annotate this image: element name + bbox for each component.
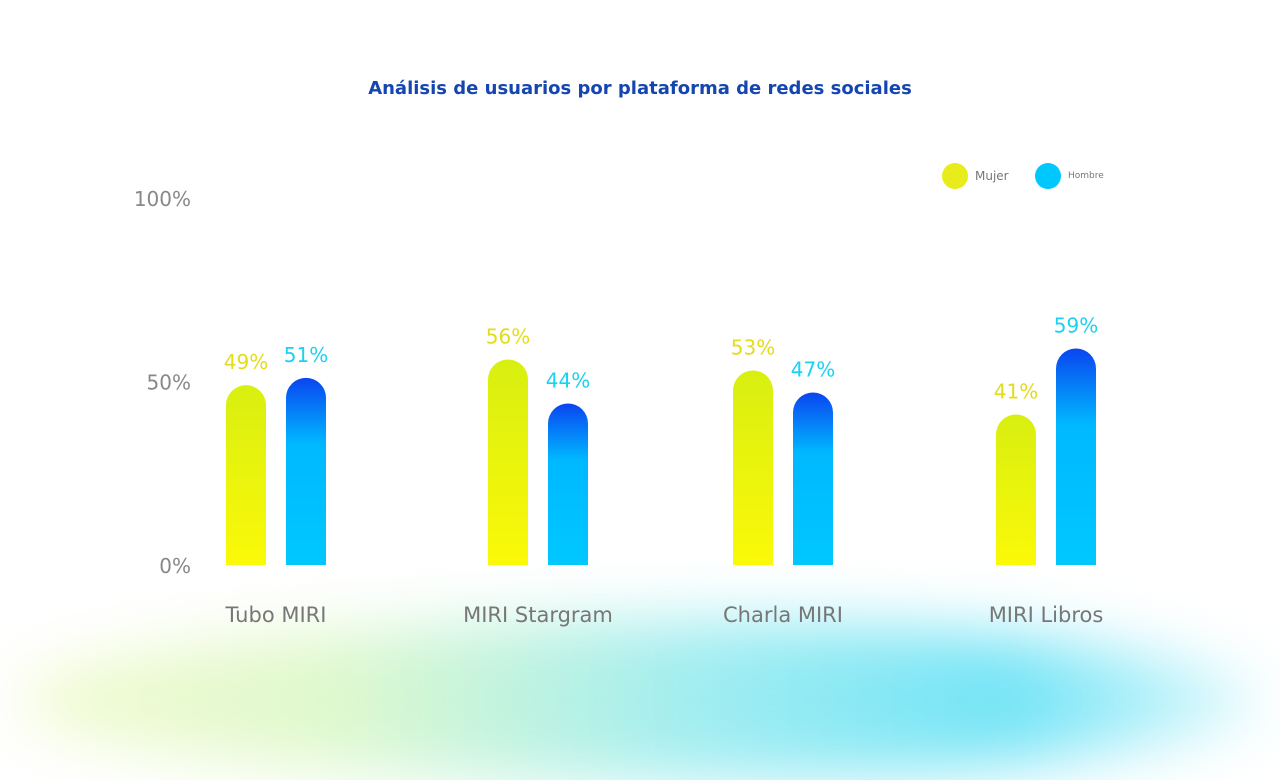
x-tick-label: Charla MIRI bbox=[723, 603, 843, 627]
bar-mujer bbox=[488, 359, 528, 565]
data-label: 47% bbox=[791, 358, 835, 382]
legend-item-mujer: Mujer bbox=[942, 163, 1009, 189]
legend-swatch-mujer bbox=[942, 163, 968, 189]
x-tick-label: Tubo MIRI bbox=[225, 603, 327, 627]
x-tick-label: MIRI Libros bbox=[989, 603, 1104, 627]
data-label: 56% bbox=[486, 324, 530, 348]
data-label: 41% bbox=[994, 380, 1038, 404]
bar-hombre bbox=[548, 403, 588, 565]
bar-mujer bbox=[733, 370, 773, 565]
bar-hombre bbox=[1056, 348, 1096, 565]
bar-chart: 0% 50% 100% Tubo MIRI 49% 51% MIRI Stargram 56%… bbox=[134, 187, 1104, 627]
data-label: 44% bbox=[546, 369, 590, 393]
bar-hombre bbox=[793, 392, 833, 565]
bar-mujer bbox=[996, 414, 1036, 565]
y-tick-label: 100% bbox=[134, 187, 191, 211]
x-tick-label: MIRI Stargram bbox=[463, 603, 613, 627]
legend-label-mujer: Mujer bbox=[975, 169, 1009, 183]
data-label: 59% bbox=[1054, 313, 1098, 337]
chart-title: Análisis de usuarios por plataforma de r… bbox=[368, 78, 912, 99]
data-label: 49% bbox=[224, 350, 268, 374]
data-label: 53% bbox=[731, 335, 775, 359]
bar-mujer bbox=[226, 385, 266, 565]
bar-hombre bbox=[286, 377, 326, 565]
data-label: 51% bbox=[284, 343, 328, 367]
y-tick-label: 0% bbox=[159, 554, 191, 578]
legend-swatch-hombre bbox=[1035, 163, 1061, 189]
y-tick-label: 50% bbox=[147, 371, 191, 395]
legend-item-hombre: Hombre bbox=[1035, 163, 1104, 189]
legend-label-hombre: Hombre bbox=[1068, 171, 1104, 181]
